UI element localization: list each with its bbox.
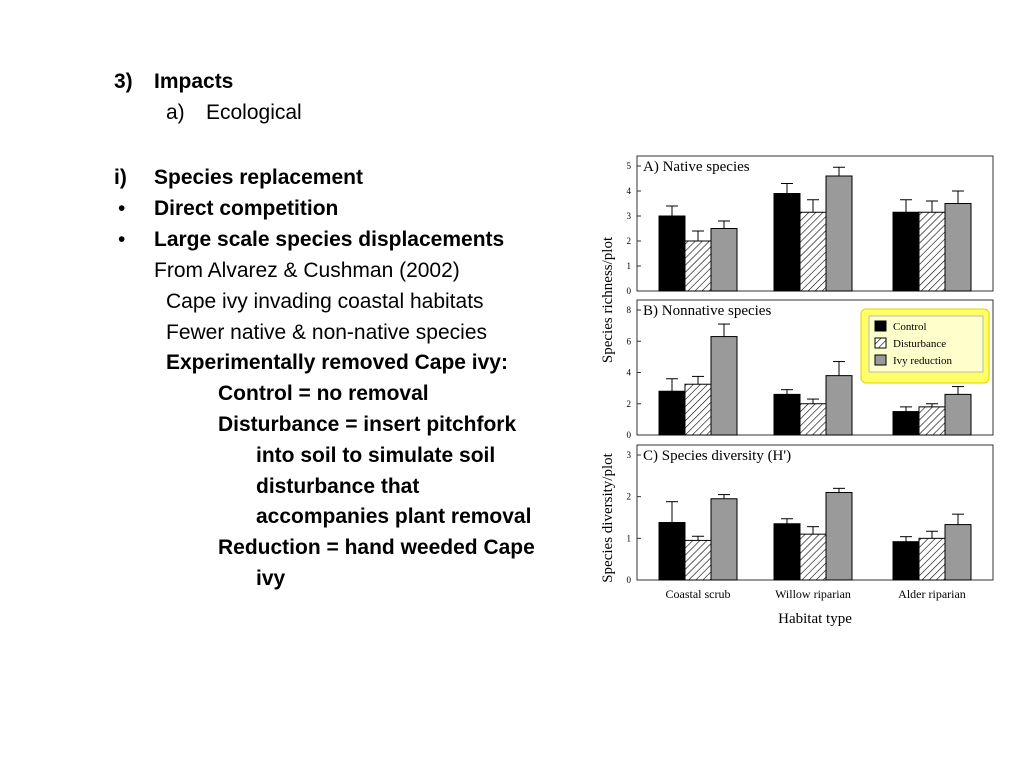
reduction-line: Reduction = hand weeded Cape xyxy=(218,536,535,559)
heading-line: 3) Impacts xyxy=(114,69,233,95)
y-tick-label: 4 xyxy=(627,368,632,378)
y-tick-label: 1 xyxy=(627,261,632,271)
habitat-bar-chart-figure: 0 1 2 3 4 5 A) Native species 0 2 4 6 8 B) Nonnative… xyxy=(595,150,1000,630)
list-marker: i) xyxy=(114,166,127,189)
panel-title: B) Nonnative species xyxy=(643,303,771,319)
bar xyxy=(684,539,712,581)
list-text: Direct competition xyxy=(154,197,339,220)
y-axis-label: Species richness/plot xyxy=(600,236,616,363)
disturbance-line: disturbance that xyxy=(256,475,420,498)
bar xyxy=(658,215,686,292)
panel-title: A) Native species xyxy=(643,159,750,175)
y-tick-label: 3 xyxy=(627,211,632,221)
bar xyxy=(684,383,712,436)
list-item: • Large scale species displacements xyxy=(114,227,504,253)
bar-chart-svg: 0 1 2 3 4 5 A) Native species 0 2 4 6 8 B) Nonnative… xyxy=(600,155,994,627)
category-label: Willow riparian xyxy=(775,587,851,601)
list-text: Large scale species displacements xyxy=(154,228,505,251)
y-tick-label: 0 xyxy=(627,575,632,585)
bullet-marker: • xyxy=(118,197,126,220)
bar xyxy=(825,175,853,292)
bar xyxy=(658,522,686,581)
y-tick-label: 0 xyxy=(627,430,632,440)
legend-swatch xyxy=(874,354,887,366)
y-tick-label: 3 xyxy=(627,450,632,460)
bar xyxy=(892,541,920,581)
legend-swatch xyxy=(874,320,887,332)
bar xyxy=(825,492,853,581)
reduction-line: ivy xyxy=(256,567,286,590)
bar xyxy=(710,498,738,581)
bar xyxy=(825,375,853,436)
bar xyxy=(892,211,920,292)
y-tick-label: 5 xyxy=(627,161,632,171)
panel-title: C) Species diversity (H') xyxy=(643,448,791,464)
bar xyxy=(773,523,801,581)
disturbance-line: into soil to simulate soil xyxy=(256,444,496,467)
bar xyxy=(892,411,920,436)
heading-text: Impacts xyxy=(154,70,234,93)
bar xyxy=(773,393,801,436)
note-line: Cape ivy invading coastal habitats xyxy=(166,290,484,313)
bar xyxy=(773,193,801,292)
bar xyxy=(684,240,712,292)
bar xyxy=(944,524,972,581)
bar xyxy=(799,403,827,436)
bar xyxy=(918,406,946,436)
list-item: i) Species replacement xyxy=(114,165,363,191)
y-tick-label: 1 xyxy=(627,533,632,543)
bar xyxy=(944,203,972,292)
experiment-title: Experimentally removed Cape ivy: xyxy=(166,351,508,374)
y-tick-label: 8 xyxy=(627,305,632,315)
legend-swatch xyxy=(874,337,887,349)
y-tick-label: 2 xyxy=(627,236,632,246)
note-line: Fewer native & non-native species xyxy=(166,321,487,344)
control-line: Control = no removal xyxy=(218,382,429,405)
bar xyxy=(918,537,946,581)
list-item: • Direct competition xyxy=(114,196,338,222)
subheading-number: a) xyxy=(166,101,185,124)
bar xyxy=(710,228,738,292)
bar xyxy=(799,533,827,581)
x-axis-label: Habitat type xyxy=(778,611,852,627)
bar xyxy=(799,211,827,292)
bar xyxy=(710,336,738,436)
category-label: Alder riparian xyxy=(898,587,966,601)
legend-entry: Disturbance xyxy=(893,338,946,350)
y-tick-label: 0 xyxy=(627,286,632,296)
y-tick-label: 2 xyxy=(627,492,632,502)
bar xyxy=(944,393,972,436)
y-tick-label: 2 xyxy=(627,399,632,409)
y-tick-label: 4 xyxy=(627,186,632,196)
legend-entry: Ivy reduction xyxy=(893,355,952,367)
y-tick-label: 6 xyxy=(627,336,632,346)
list-text: Species replacement xyxy=(154,166,363,189)
category-label: Coastal scrub xyxy=(666,587,731,601)
bar xyxy=(658,390,686,436)
y-axis-label: Species diversity/plot xyxy=(600,452,616,582)
bullet-marker: • xyxy=(118,228,126,251)
legend-entry: Control xyxy=(893,321,927,333)
disturbance-line: accompanies plant removal xyxy=(256,505,532,528)
subheading-text: Ecological xyxy=(206,101,302,124)
legend-box xyxy=(868,315,984,373)
source-citation: From Alvarez & Cushman (2002) xyxy=(154,259,460,282)
heading-number: 3) xyxy=(114,70,133,93)
disturbance-line: Disturbance = insert pitchfork xyxy=(218,413,517,436)
subheading-line: a) Ecological xyxy=(166,100,302,126)
bar xyxy=(918,211,946,292)
